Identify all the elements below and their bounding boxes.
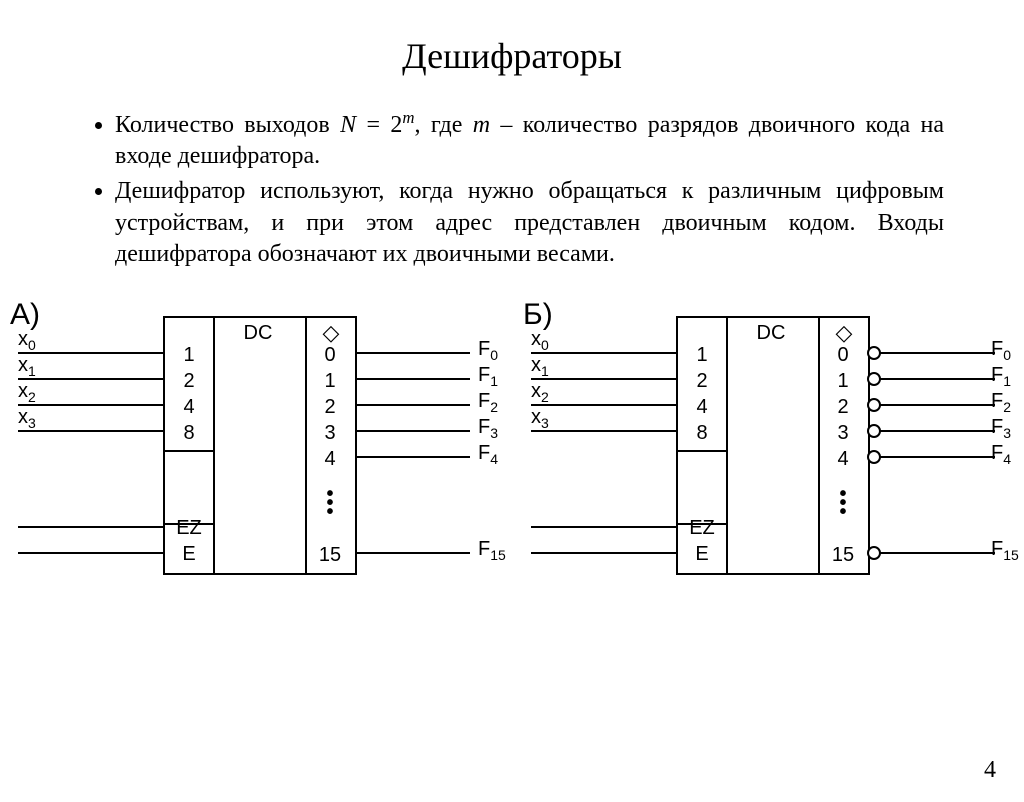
input-weight: 8	[678, 422, 726, 445]
output-label: F3	[478, 416, 498, 441]
input-weight: 4	[165, 396, 213, 419]
output-label: F1	[991, 364, 1011, 389]
decoder-box: DC ◇ 1 2 4 8 EZ E 0 1 2 3 4 15 •••	[163, 316, 357, 575]
diagrams-row: А)DC◇1248EZE0123415•••x0x1x2x3F0F1F2F3F4…	[0, 298, 1024, 588]
input-wire	[531, 430, 676, 432]
output-number: 2	[307, 396, 353, 419]
diagram-label: А)	[10, 298, 40, 332]
output-number: 0	[307, 344, 353, 367]
output-number: 1	[820, 370, 866, 393]
inversion-bubble-icon	[867, 398, 881, 412]
inversion-bubble-icon	[867, 546, 881, 560]
output-wire	[355, 352, 470, 354]
input-weight: 1	[165, 344, 213, 367]
diagram-a: А) DC ◇ 1 2 4 8 EZ E 0 1 2 3 4 15 ••• x0x1x2x3 F0F1F2F3F4…	[8, 298, 503, 588]
output-wire	[355, 456, 470, 458]
enable-label: E	[678, 543, 726, 566]
input-label: x0	[18, 328, 36, 353]
input-label: x2	[18, 380, 36, 405]
input-wire	[18, 352, 163, 354]
output-wire	[355, 378, 470, 380]
output-label: F2	[991, 390, 1011, 415]
input-wire	[18, 404, 163, 406]
page-title: Дешифраторы	[0, 35, 1024, 77]
input-weight: 2	[165, 370, 213, 393]
enable-label: EZ	[165, 517, 213, 540]
output-number: 15	[307, 544, 353, 567]
inversion-bubble-icon	[867, 424, 881, 438]
enable-label: E	[165, 543, 213, 566]
input-weight: 2	[678, 370, 726, 393]
output-number: 3	[307, 422, 353, 445]
ellipsis-icon: •••	[307, 490, 353, 517]
input-wire	[531, 378, 676, 380]
dc-label: DC	[736, 322, 806, 345]
inversion-bubble-icon	[867, 372, 881, 386]
input-weight: 4	[678, 396, 726, 419]
diagram-label: Б)	[523, 298, 553, 332]
output-wire	[355, 552, 470, 554]
output-wire	[880, 456, 995, 458]
output-label: F3	[991, 416, 1011, 441]
input-wire	[531, 352, 676, 354]
bullet-item: Дешифратор используют, когда нужно обращ…	[115, 176, 944, 270]
bullet-list: Количество выходов N = 2m, где m – колич…	[95, 107, 944, 270]
output-number: 4	[307, 448, 353, 471]
diagram-b: Б) DC ◇ 1 2 4 8 EZ E 0 1 2 3 4 15 ••• x0x1x2x3 F0F1F2F3F4…	[521, 298, 1016, 588]
input-label: x3	[18, 406, 36, 431]
dc-label: DC	[223, 322, 293, 345]
output-wire	[355, 404, 470, 406]
enable-wire	[531, 526, 676, 528]
output-label: F2	[478, 390, 498, 415]
input-wire	[18, 430, 163, 432]
output-symbol: ◇	[317, 322, 345, 344]
output-label: F4	[478, 442, 498, 467]
output-number: 0	[820, 344, 866, 367]
ellipsis-icon: •••	[820, 490, 866, 517]
output-wire	[880, 378, 995, 380]
output-number: 3	[820, 422, 866, 445]
inversion-bubble-icon	[867, 450, 881, 464]
input-label: x3	[531, 406, 549, 431]
bullet-item: Количество выходов N = 2m, где m – колич…	[115, 107, 944, 172]
output-wire	[880, 552, 995, 554]
output-label: F15	[478, 538, 506, 563]
output-number: 4	[820, 448, 866, 471]
output-label: F0	[991, 338, 1011, 363]
input-weight: 1	[678, 344, 726, 367]
input-wire	[18, 378, 163, 380]
output-symbol: ◇	[830, 322, 858, 344]
output-wire	[880, 352, 995, 354]
decoder-box: DC ◇ 1 2 4 8 EZ E 0 1 2 3 4 15 •••	[676, 316, 870, 575]
enable-wire	[531, 552, 676, 554]
input-weight: 8	[165, 422, 213, 445]
input-label: x0	[531, 328, 549, 353]
output-label: F4	[991, 442, 1011, 467]
output-label: F1	[478, 364, 498, 389]
inversion-bubble-icon	[867, 346, 881, 360]
output-label: F0	[478, 338, 498, 363]
output-wire	[880, 430, 995, 432]
output-number: 15	[820, 544, 866, 567]
input-label: x1	[531, 354, 549, 379]
output-number: 1	[307, 370, 353, 393]
enable-label: EZ	[678, 517, 726, 540]
output-wire	[355, 430, 470, 432]
enable-wire	[18, 552, 163, 554]
page-number: 4	[984, 757, 996, 784]
input-label: x1	[18, 354, 36, 379]
output-number: 2	[820, 396, 866, 419]
input-wire	[531, 404, 676, 406]
enable-wire	[18, 526, 163, 528]
output-wire	[880, 404, 995, 406]
output-label: F15	[991, 538, 1019, 563]
input-label: x2	[531, 380, 549, 405]
